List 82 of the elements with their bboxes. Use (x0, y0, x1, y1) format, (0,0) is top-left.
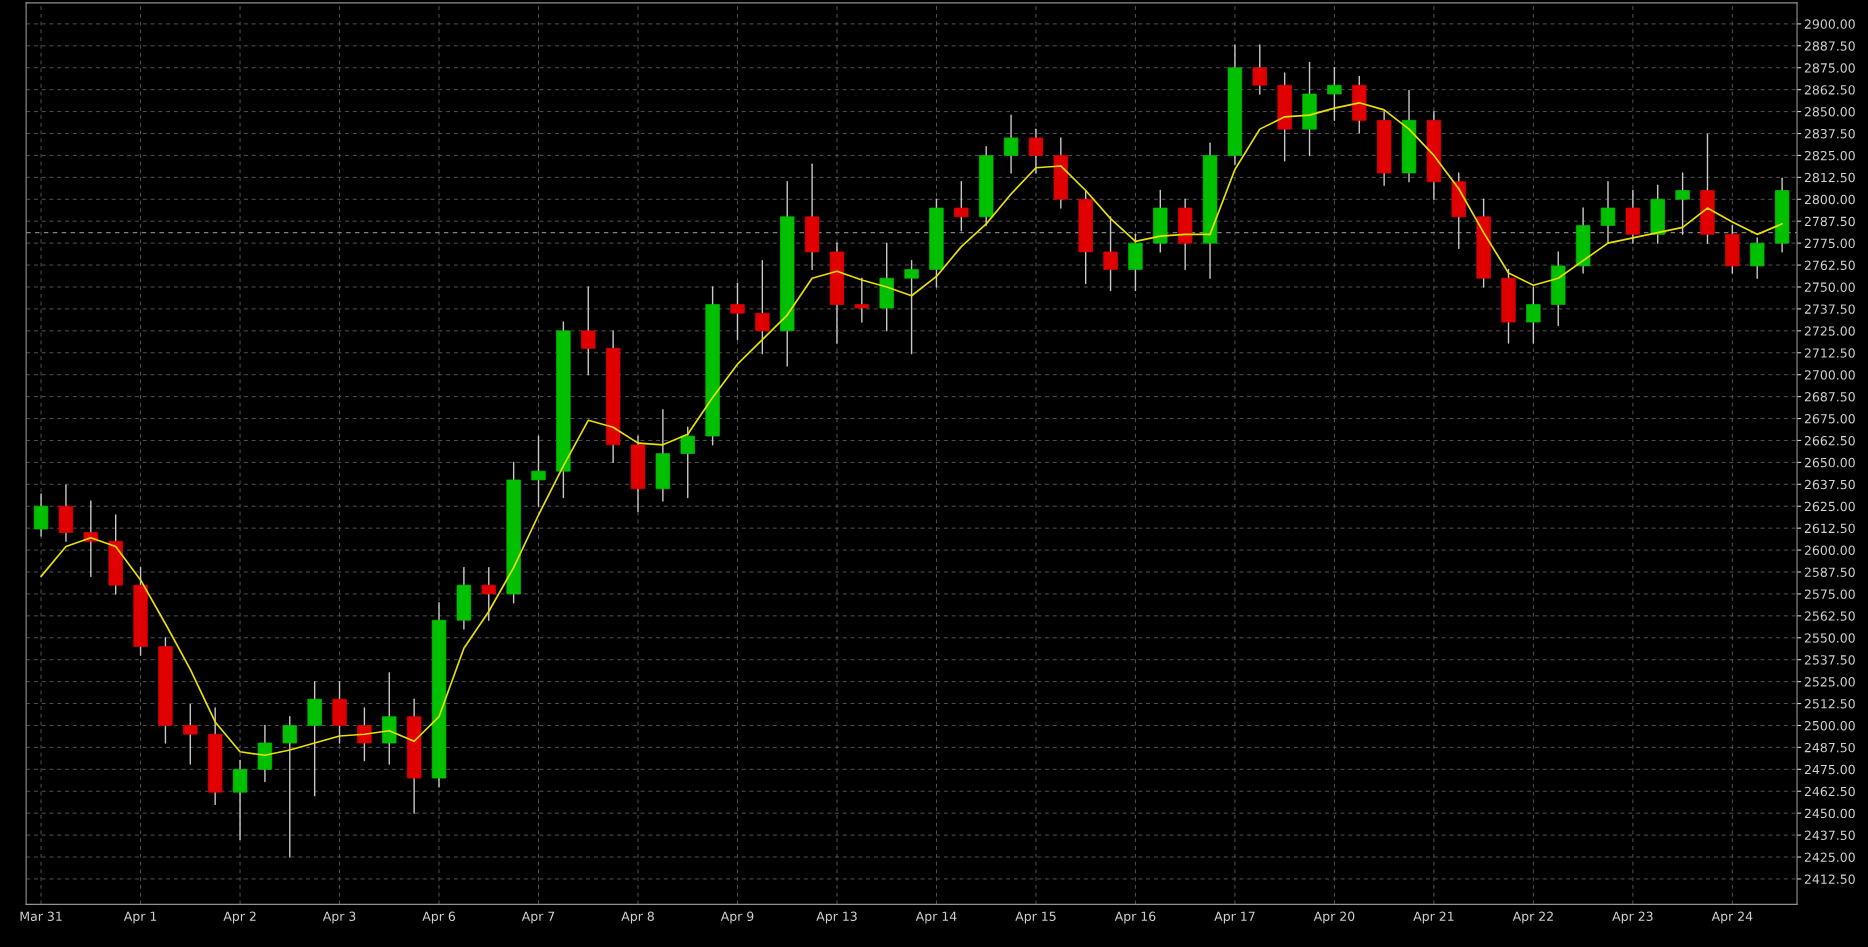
candlestick (1675, 172, 1690, 236)
y-tick-label: 2887.50 (1804, 41, 1855, 51)
candlestick (282, 716, 297, 858)
y-tick-label: 2562.50 (1804, 611, 1855, 621)
y-tick-label: 2600.00 (1804, 545, 1855, 556)
y-tick-label: 2712.50 (1804, 348, 1855, 358)
candlestick (1750, 237, 1765, 279)
x-tick-label: Apr 8 (621, 911, 654, 924)
candlestick (1327, 67, 1342, 122)
y-tick-label: 2700.00 (1804, 370, 1855, 380)
candlestick (730, 282, 745, 341)
y-tick-label: 2787.50 (1804, 216, 1855, 227)
candlestick (1028, 128, 1044, 174)
y-tick-label: 2462.50 (1804, 786, 1855, 797)
y-tick-label: 2762.50 (1804, 260, 1855, 270)
candlestick (854, 277, 870, 323)
y-tick-label: 2837.50 (1804, 128, 1855, 139)
candlestick (531, 435, 546, 507)
candlestick (1600, 181, 1616, 244)
y-tick-label: 2525.00 (1804, 677, 1855, 687)
y-tick-label: 2862.50 (1804, 85, 1855, 95)
candlestick (755, 259, 770, 355)
x-tick-label: Apr 24 (1711, 911, 1753, 924)
y-tick-label: 2625.00 (1804, 501, 1855, 512)
y-tick-label: 2475.00 (1804, 764, 1855, 775)
y-tick-label: 2487.50 (1804, 742, 1855, 753)
y-tick-label: 2425.00 (1804, 852, 1855, 862)
y-tick-label: 2550.00 (1804, 633, 1855, 643)
candlestick (357, 707, 372, 762)
y-tick-label: 2812.50 (1804, 172, 1855, 183)
y-tick-label: 2662.50 (1804, 435, 1855, 446)
y-tick-label: 2575.00 (1804, 589, 1855, 599)
candlestick (1103, 216, 1118, 292)
candlestick (481, 566, 496, 621)
x-tick-label: Apr 17 (1214, 911, 1255, 924)
candlestick (1003, 114, 1019, 174)
x-tick-label: Apr 16 (1114, 911, 1156, 924)
candlestick (1526, 286, 1541, 344)
y-tick-label: 2800.00 (1804, 194, 1855, 205)
candlestick (33, 493, 49, 537)
x-tick-label: Apr 3 (322, 911, 356, 924)
x-tick-label: Apr 21 (1413, 911, 1454, 924)
x-tick-label: Apr 14 (915, 911, 957, 924)
candlestick (680, 426, 695, 499)
candlestick (581, 286, 596, 376)
x-tick-label: Apr 9 (720, 911, 754, 924)
y-tick-label: 2825.00 (1804, 150, 1855, 161)
x-tick-label: Apr 15 (1015, 911, 1056, 924)
x-tick-label: Apr 22 (1512, 911, 1553, 924)
x-tick-label: Apr 13 (816, 911, 857, 924)
y-tick-label: 2737.50 (1804, 304, 1855, 314)
y-tick-label: 2875.00 (1804, 63, 1855, 73)
y-tick-label: 2725.00 (1804, 326, 1855, 336)
candlestick (904, 259, 919, 355)
y-tick-label: 2750.00 (1804, 282, 1855, 292)
candlestick (232, 759, 248, 841)
y-tick-label: 2675.00 (1804, 414, 1855, 424)
y-tick-label: 2587.50 (1804, 567, 1855, 577)
line-series (40, 101, 1783, 757)
x-tick-label: Apr 1 (123, 911, 157, 924)
y-tick-label: 2537.50 (1804, 655, 1855, 665)
y-tick-label: 2637.50 (1804, 479, 1855, 490)
y-tick-label: 2850.00 (1804, 107, 1855, 117)
y-tick-label: 2450.00 (1804, 808, 1855, 819)
y-tick-label: 2512.50 (1804, 699, 1855, 709)
candlestick (183, 703, 198, 765)
y-tick-label: 2900.00 (1804, 19, 1855, 29)
x-tick-label: Apr 6 (422, 911, 456, 924)
candlestick (954, 181, 969, 232)
y-tick-label: 2412.50 (1804, 874, 1855, 884)
y-tick-label: 2437.50 (1804, 830, 1855, 841)
y-tick-label: 2775.00 (1804, 238, 1855, 249)
x-tick-label: Apr 2 (223, 911, 256, 924)
x-tick-label: Apr 23 (1612, 911, 1653, 924)
y-tick-label: 2650.00 (1804, 457, 1855, 468)
x-tick-label: Apr 20 (1313, 911, 1355, 924)
y-tick-label: 2687.50 (1804, 392, 1855, 402)
y-tick-label: 2612.50 (1804, 523, 1855, 534)
y-tick-label: 2500.00 (1804, 720, 1855, 731)
candlestick (1252, 44, 1267, 95)
x-tick-label: Mar 31 (20, 911, 62, 922)
x-tick-label: Apr 7 (521, 911, 555, 924)
